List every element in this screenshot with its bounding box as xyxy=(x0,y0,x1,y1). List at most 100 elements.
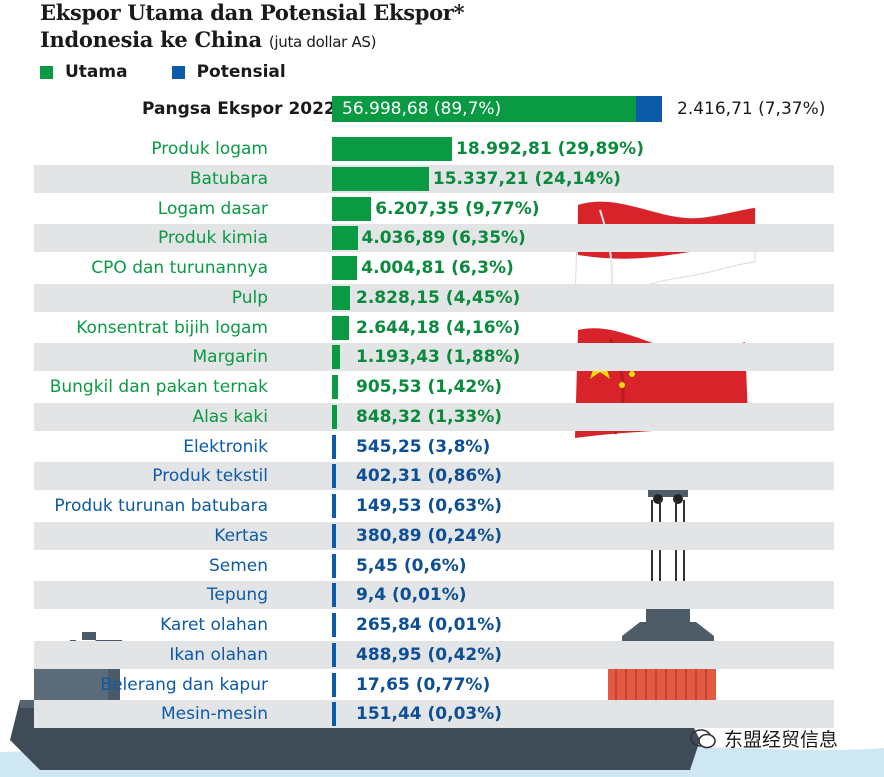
value-label: 17,65 (0,77%) xyxy=(356,674,491,695)
bar-utama xyxy=(332,404,338,429)
bar-utama xyxy=(332,315,349,340)
value-label: 5,45 (0,6%) xyxy=(356,555,467,576)
value-label: 848,32 (1,33%) xyxy=(356,406,503,427)
value-label: 2.828,15 (4,45%) xyxy=(356,287,521,308)
value-label: 4.004,81 (6,3%) xyxy=(361,258,514,278)
bar-row: Ikan olahan 488,95 (0,42%) xyxy=(34,640,834,669)
bar-utama xyxy=(332,375,338,399)
value-label: 9,4 (0,01%) xyxy=(356,585,467,606)
bar-row: Batubara 15.337,21 (24,14%) xyxy=(34,164,834,193)
chart-title-line1: Ekspor Utama dan Potensial Ekspor* xyxy=(40,0,465,25)
category-label: Tepung xyxy=(206,585,268,606)
value-label: 2.644,18 (4,16%) xyxy=(356,317,521,338)
category-label: Margarin xyxy=(192,347,268,368)
bar-utama xyxy=(332,137,452,161)
watermark: 东盟经贸信息 xyxy=(690,725,838,752)
bar-potensial xyxy=(332,494,336,518)
category-label: Produk tekstil xyxy=(152,466,268,487)
value-label: 15.337,21 (24,14%) xyxy=(432,168,621,189)
value-label: 151,44 (0,03%) xyxy=(356,704,503,725)
legend-item-utama: Utama xyxy=(40,62,128,82)
bar-row: CPO dan turunannya 4.004,81 (6,3%) xyxy=(34,254,834,282)
total-value-utama: 56.998,68 (89,7%) xyxy=(342,99,502,119)
legend-swatch-potensial xyxy=(171,65,185,79)
bar-row: Pulp 2.828,15 (4,45%) xyxy=(34,283,834,312)
category-label: Mesin-mesin xyxy=(161,704,268,725)
value-label: 149,53 (0,63%) xyxy=(356,496,503,516)
category-label: Karet olahan xyxy=(160,615,268,635)
category-label: Logam dasar xyxy=(157,198,268,219)
bar-utama xyxy=(332,256,358,280)
bar-potensial xyxy=(332,672,336,697)
bar-potensial xyxy=(332,642,336,667)
bar-row: Logam dasar 6.207,35 (9,77%) xyxy=(34,195,834,223)
bar-row: Konsentrat bijih logam 2.644,18 (4,16%) xyxy=(34,314,834,342)
value-label: 488,95 (0,42%) xyxy=(356,644,503,665)
legend-item-potensial: Potensial xyxy=(171,62,286,82)
category-label: Belerang dan kapur xyxy=(100,674,268,695)
bar-potensial xyxy=(332,613,336,637)
category-label: Produk logam xyxy=(151,139,268,159)
category-label: Batubara xyxy=(189,168,268,189)
value-label: 380,89 (0,24%) xyxy=(356,525,503,546)
category-label: Bungkil dan pakan ternak xyxy=(49,377,268,397)
bar-potensial xyxy=(332,583,336,608)
bar-potensial xyxy=(332,523,336,548)
bar-row: Produk tekstil 402,31 (0,86%) xyxy=(34,462,834,491)
bar-potensial xyxy=(332,702,336,727)
bar-row: Produk turunan batubara 149,53 (0,63%) xyxy=(34,492,834,520)
value-label: 18.992,81 (29,89%) xyxy=(456,139,644,159)
value-label: 905,53 (1,42%) xyxy=(356,377,503,397)
value-label: 545,25 (3,8%) xyxy=(356,436,491,457)
chart-title-country: Indonesia ke China xyxy=(40,27,262,52)
category-label: Produk turunan batubara xyxy=(54,496,268,516)
wechat-icon xyxy=(690,728,716,748)
legend-swatch-utama xyxy=(40,65,53,79)
bar-utama xyxy=(332,196,372,221)
bar-row: Mesin-mesin 151,44 (0,03%) xyxy=(34,700,834,729)
bar-row: Alas kaki 848,32 (1,33%) xyxy=(34,402,834,431)
category-label: Alas kaki xyxy=(192,406,268,427)
bar-row: Belerang dan kapur 17,65 (0,77%) xyxy=(34,671,834,699)
bar-utama xyxy=(332,285,350,310)
category-label: Pulp xyxy=(231,287,268,308)
value-label: 6.207,35 (9,77%) xyxy=(375,198,540,219)
category-label: Konsentrat bijih logam xyxy=(76,317,268,338)
watermark-text: 东盟经贸信息 xyxy=(724,729,839,751)
category-label: Ikan olahan xyxy=(169,644,268,665)
bar-utama xyxy=(332,345,340,370)
value-label: 1.193,43 (1,88%) xyxy=(356,347,521,368)
bar-row: Margarin 1.193,43 (1,88%) xyxy=(34,343,834,372)
category-label: CPO dan turunannya xyxy=(91,258,268,278)
bar-potensial xyxy=(332,434,336,459)
bar-row: Kertas 380,89 (0,24%) xyxy=(34,521,834,550)
chart-unit: (juta dollar AS) xyxy=(268,33,377,51)
bar-potensial xyxy=(332,553,336,578)
value-label: 4.036,89 (6,35%) xyxy=(361,228,526,249)
total-bar-utama xyxy=(332,96,636,122)
legend: Utama Potensial xyxy=(40,62,330,82)
bar-utama xyxy=(332,226,358,251)
category-label: Elektronik xyxy=(183,436,268,457)
category-label: Produk kimia xyxy=(157,228,268,249)
category-label: Semen xyxy=(208,555,268,576)
bar-potensial xyxy=(332,464,336,489)
category-label: Kertas xyxy=(214,525,268,546)
bar-row: Semen 5,45 (0,6%) xyxy=(34,552,834,580)
total-bar-potensial xyxy=(636,96,662,122)
legend-label-potensial: Potensial xyxy=(196,62,286,82)
bar-row: Bungkil dan pakan ternak 905,53 (1,42%) xyxy=(34,373,834,401)
bar-row: Produk logam 18.992,81 (29,89%) xyxy=(34,135,834,163)
value-label: 402,31 (0,86%) xyxy=(356,466,503,487)
bar-row: Produk kimia 4.036,89 (6,35%) xyxy=(34,224,834,253)
bar-utama xyxy=(332,166,429,191)
bar-row: Karet olahan 265,84 (0,01%) xyxy=(34,611,834,639)
legend-label-utama: Utama xyxy=(65,62,128,82)
total-value-potensial: 2.416,71 (7,37%) xyxy=(677,99,826,119)
chart-title-line2: Indonesia ke China (juta dollar AS) xyxy=(40,27,376,52)
value-label: 265,84 (0,01%) xyxy=(356,615,503,635)
bar-row: Tepung 9,4 (0,01%) xyxy=(34,581,834,610)
bar-row: Elektronik 545,25 (3,8%) xyxy=(34,433,834,461)
total-label: Pangsa Ekspor 2022 xyxy=(142,99,336,119)
